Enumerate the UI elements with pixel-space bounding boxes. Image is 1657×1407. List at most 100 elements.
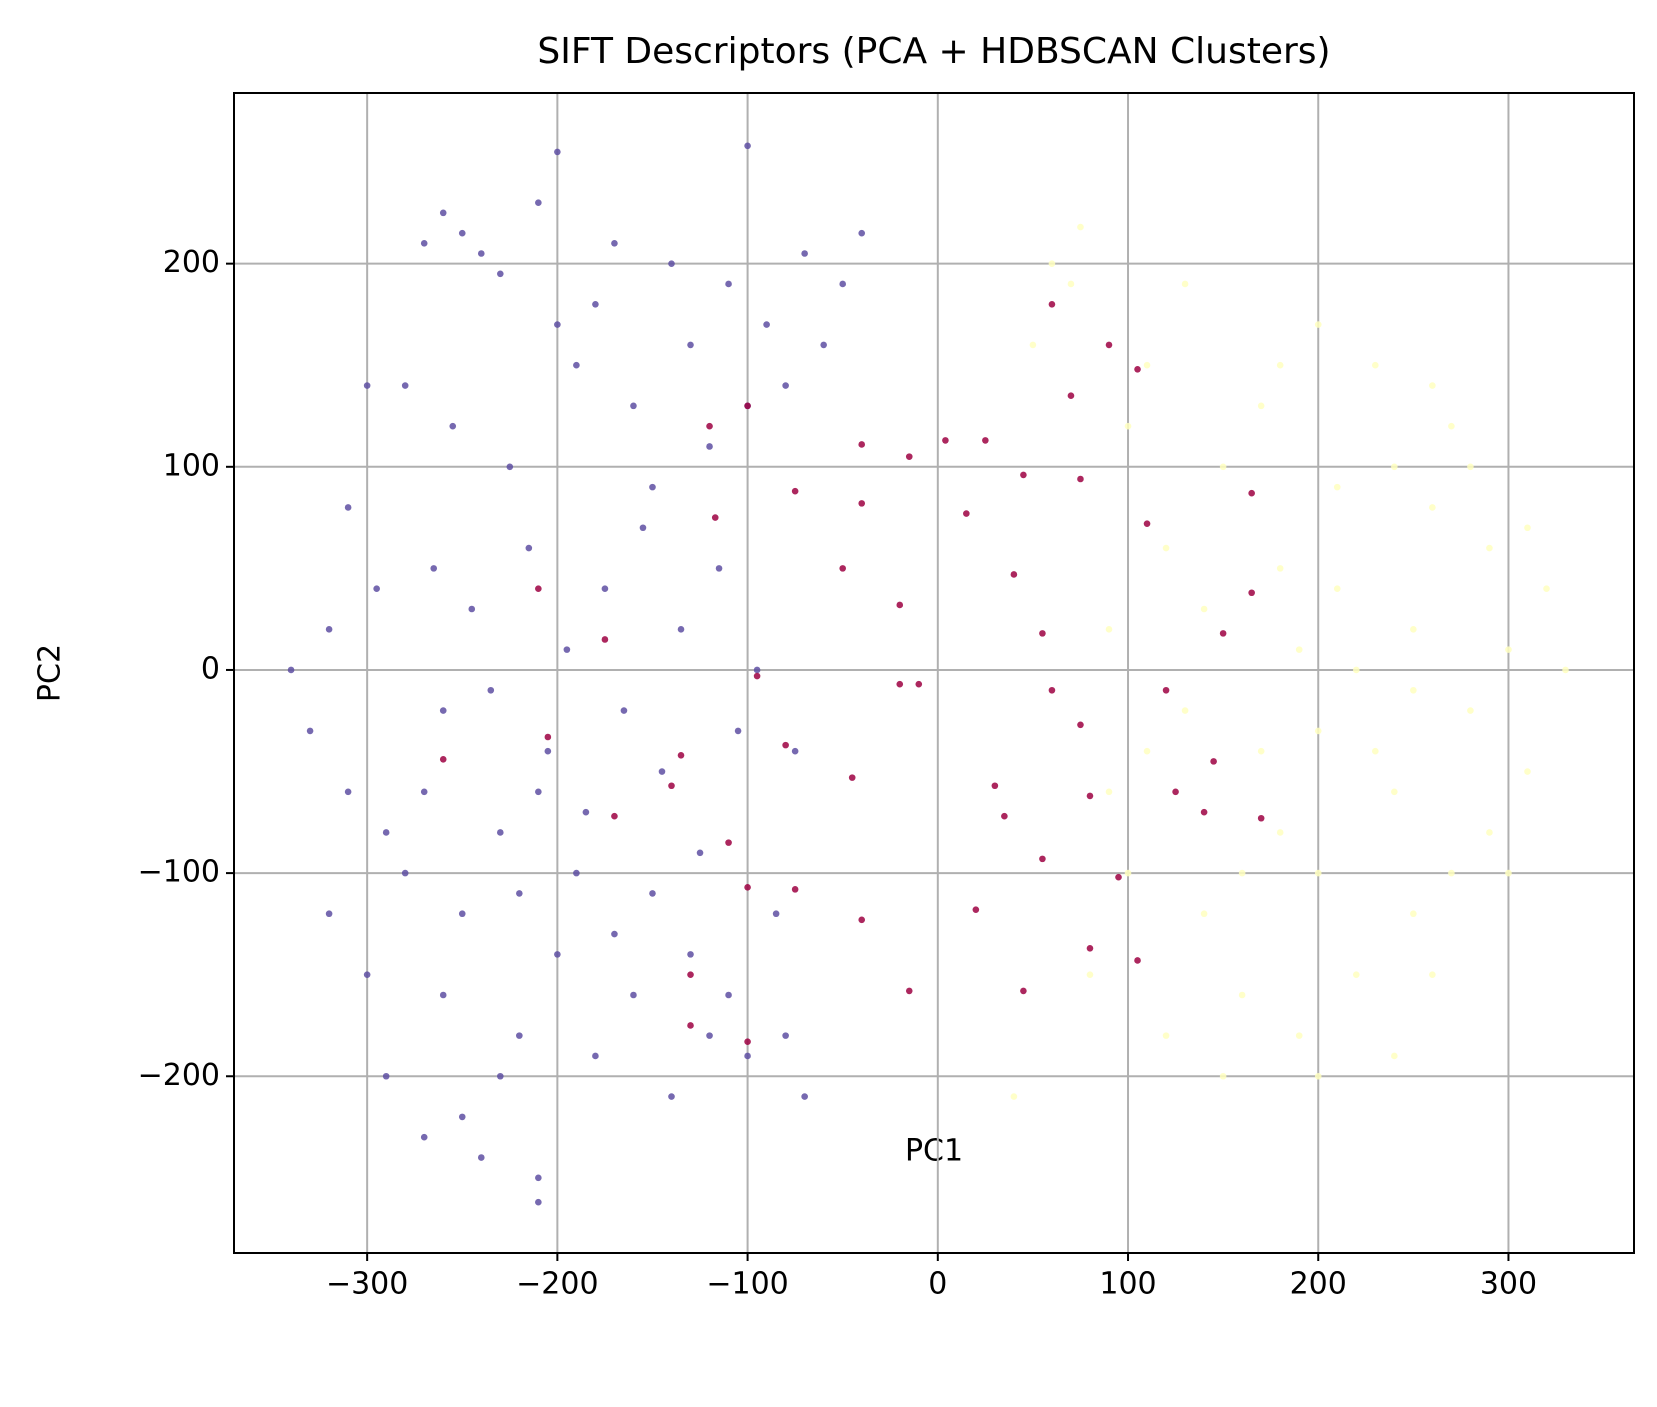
point: [544, 747, 552, 755]
point: [725, 280, 732, 288]
y-axis-label: PC2: [33, 644, 68, 702]
point: [1010, 571, 1018, 578]
point: [942, 437, 949, 444]
point: [649, 890, 656, 897]
point: [1276, 361, 1284, 369]
point: [1200, 808, 1208, 816]
point: [1020, 987, 1027, 995]
point: [420, 240, 428, 247]
point: [1115, 873, 1122, 881]
point: [497, 270, 504, 278]
point: [1276, 829, 1284, 836]
point: [1486, 829, 1493, 836]
point: [687, 951, 694, 958]
point: [1524, 524, 1531, 532]
point: [497, 1072, 504, 1080]
point: [592, 300, 599, 308]
point: [1276, 565, 1284, 572]
point: [1314, 321, 1322, 328]
y-tick-label: 100: [163, 448, 220, 483]
point: [706, 443, 713, 450]
point: [687, 341, 694, 349]
point: [801, 250, 808, 257]
point: [458, 1113, 466, 1121]
point: [1372, 361, 1379, 369]
point: [1314, 1072, 1322, 1080]
point: [687, 1022, 694, 1029]
point: [858, 916, 866, 924]
point: [468, 605, 476, 613]
point: [1086, 792, 1094, 800]
point: [525, 544, 533, 552]
point: [439, 707, 447, 714]
point: [1162, 1032, 1170, 1039]
point: [820, 341, 827, 349]
chart-title: SIFT Descriptors (PCA + HDBSCAN Clusters…: [537, 31, 1330, 72]
point: [658, 768, 666, 775]
point: [1200, 910, 1208, 918]
point: [1143, 361, 1151, 369]
point: [601, 585, 609, 592]
x-tick-label: −300: [326, 1267, 408, 1302]
point: [1333, 585, 1341, 592]
point: [839, 565, 846, 572]
point: [1372, 747, 1379, 755]
point: [706, 422, 713, 430]
point: [1200, 605, 1208, 613]
point: [497, 829, 504, 836]
point: [1248, 589, 1255, 597]
point: [725, 839, 732, 846]
point: [554, 321, 561, 328]
point: [782, 741, 789, 749]
point: [439, 991, 447, 999]
point: [753, 666, 761, 674]
point: [458, 229, 466, 237]
point: [325, 910, 333, 918]
point: [611, 930, 618, 938]
point: [668, 782, 675, 790]
point: [982, 437, 989, 444]
point: [1314, 869, 1322, 877]
point: [744, 402, 751, 410]
point: [535, 788, 542, 796]
point: [848, 774, 856, 781]
point: [535, 1198, 542, 1206]
point: [516, 1032, 523, 1039]
point: [1105, 626, 1113, 633]
y-tick-label: −200: [138, 1058, 220, 1093]
point: [382, 829, 390, 836]
point: [1467, 463, 1474, 471]
point: [1486, 544, 1493, 552]
point: [516, 890, 523, 897]
point: [439, 209, 447, 217]
point: [782, 382, 789, 389]
point: [620, 707, 628, 714]
point: [630, 991, 637, 999]
point: [477, 1154, 485, 1161]
x-tick-label: 0: [928, 1267, 947, 1302]
point: [611, 240, 618, 247]
point: [458, 910, 466, 918]
point: [430, 565, 438, 572]
point: [1391, 463, 1398, 471]
point: [1048, 686, 1056, 694]
point: [1172, 788, 1179, 796]
point: [1410, 686, 1417, 694]
point: [858, 500, 866, 507]
x-tick-label: 100: [1099, 1267, 1156, 1302]
point: [801, 1093, 808, 1100]
point: [1210, 758, 1217, 765]
point: [1257, 814, 1265, 822]
point: [839, 280, 846, 288]
point: [1067, 280, 1075, 288]
point: [711, 514, 719, 521]
point: [382, 1072, 390, 1080]
point: [1391, 788, 1398, 796]
point: [1067, 392, 1075, 399]
point: [1524, 768, 1531, 775]
point: [1134, 957, 1141, 964]
point: [1124, 869, 1132, 877]
point: [696, 849, 704, 857]
point: [1010, 1093, 1018, 1100]
point: [1048, 260, 1056, 267]
